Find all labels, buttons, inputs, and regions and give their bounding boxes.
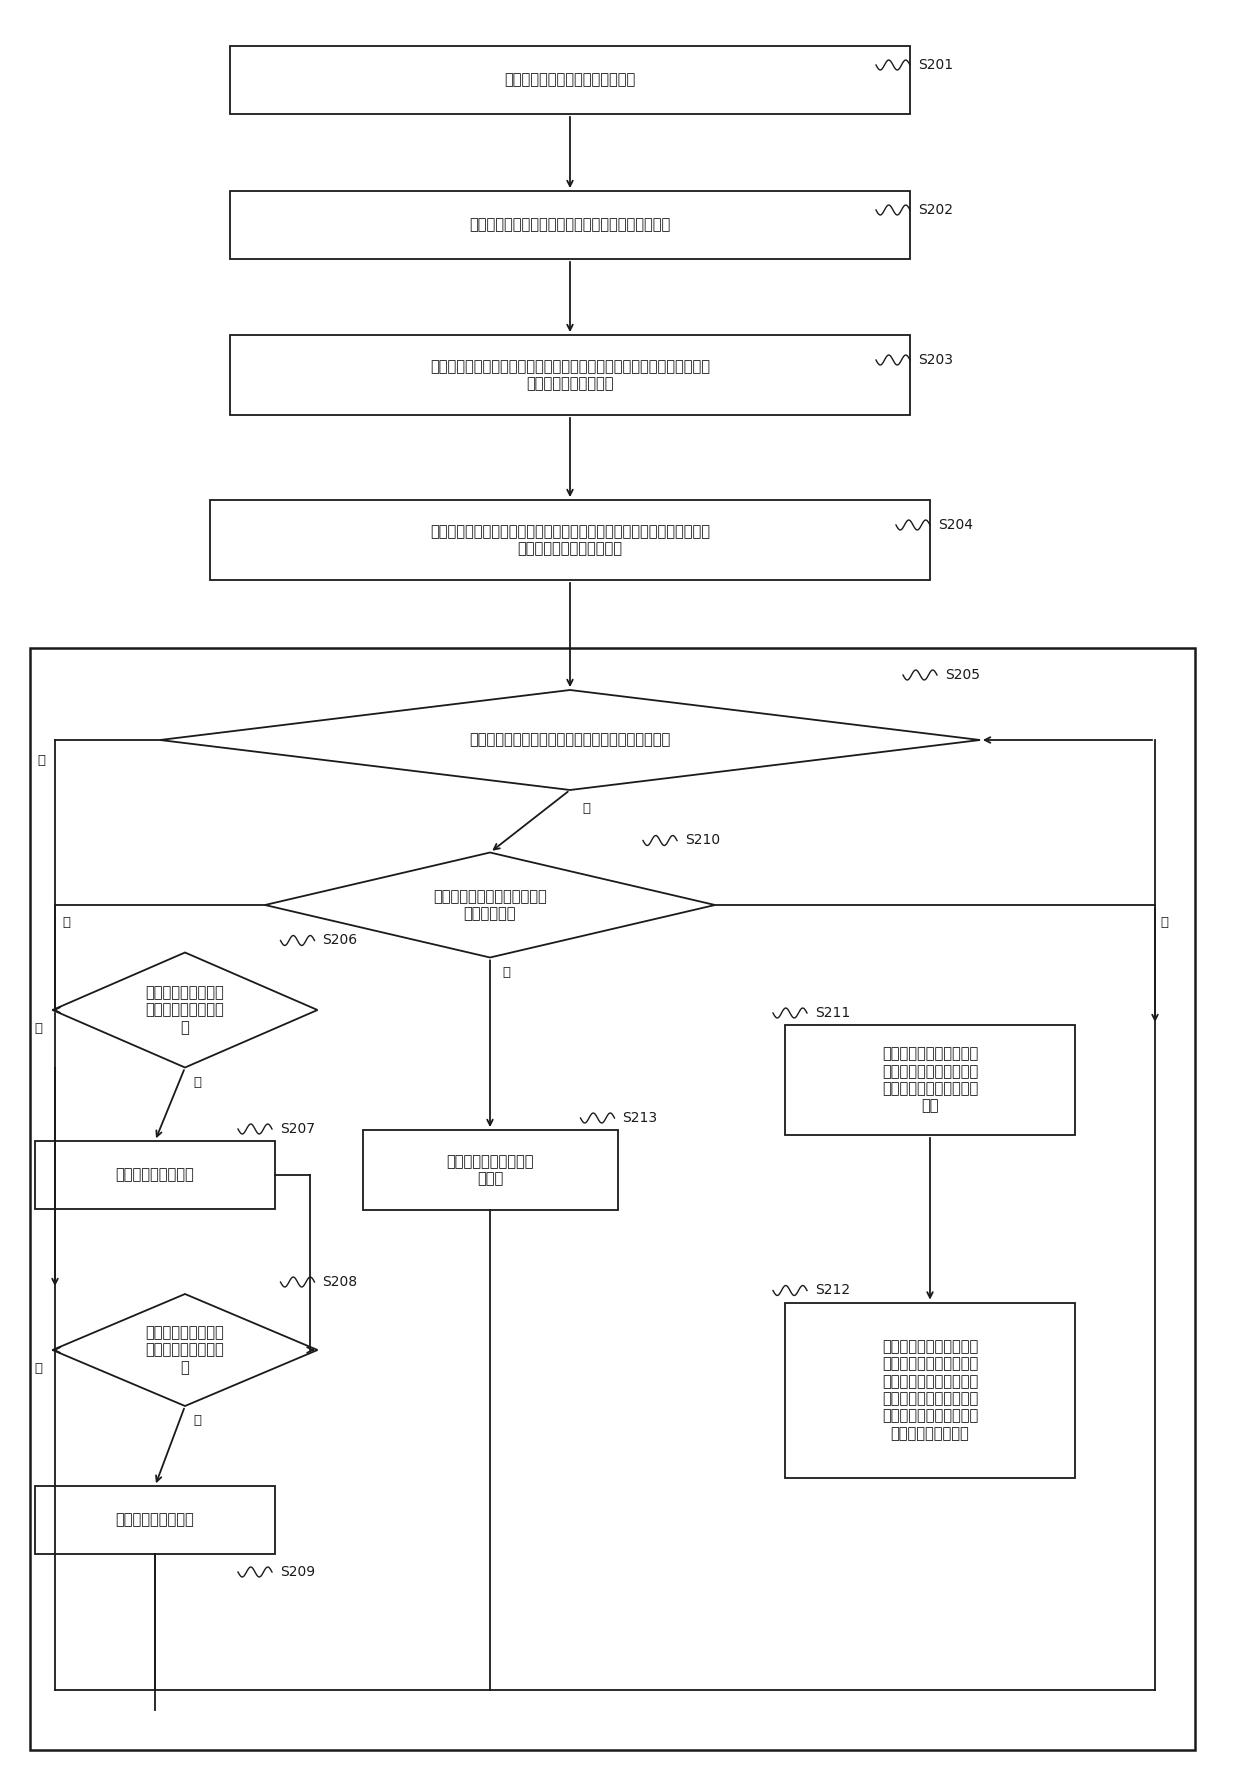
Text: 是: 是 <box>193 1075 201 1089</box>
Text: 否: 否 <box>33 1022 42 1034</box>
Text: S206: S206 <box>322 934 357 948</box>
Polygon shape <box>160 689 980 789</box>
Bar <box>30 648 1195 1750</box>
Text: S212: S212 <box>815 1284 851 1297</box>
Text: 利用所述业务端口流点收发数据速率计算所有业务流点利用率总和以及各
个流点占用配置带宽利用率: 利用所述业务端口流点收发数据速率计算所有业务流点利用率总和以及各 个流点占用配置… <box>430 523 711 555</box>
Polygon shape <box>265 852 715 957</box>
Text: 当所述手动聚合端口总流
点利用率小于第三预设阈
值时，则删减所述手动聚
合端口成员直至所述手动
聚合端口总流点利用率小
于等于第四预设阈值: 当所述手动聚合端口总流 点利用率小于第三预设阈 值时，则删减所述手动聚 合端口成… <box>882 1340 978 1441</box>
Bar <box>35 1141 275 1209</box>
Text: S204: S204 <box>937 518 973 532</box>
Text: 判断所有业务流点利用率总和小于等于第一预设阈值: 判断所有业务流点利用率总和小于等于第一预设阈值 <box>470 732 671 748</box>
Text: 自动减小流点限速值: 自动减小流点限速值 <box>115 1513 195 1527</box>
Text: 是: 是 <box>193 1415 201 1427</box>
Text: S202: S202 <box>918 204 954 218</box>
Text: 否: 否 <box>502 966 510 979</box>
Bar <box>362 1131 618 1209</box>
Text: 否: 否 <box>582 802 590 814</box>
Text: 是: 是 <box>1159 916 1168 929</box>
Polygon shape <box>52 952 317 1068</box>
Text: 是: 是 <box>37 754 45 766</box>
Text: S207: S207 <box>280 1122 315 1136</box>
Text: S203: S203 <box>918 354 954 366</box>
Text: 自动增大流点限速值: 自动增大流点限速值 <box>115 1168 195 1182</box>
Text: 若业务流点所在端口为手
动聚合端口且存在空闲端
口，则增加手动聚合端口
成员: 若业务流点所在端口为手 动聚合端口且存在空闲端 口，则增加手动聚合端口 成员 <box>882 1047 978 1114</box>
Text: S209: S209 <box>280 1565 315 1579</box>
Bar <box>229 46 910 114</box>
Text: S211: S211 <box>815 1006 851 1020</box>
Text: S213: S213 <box>622 1111 657 1125</box>
Bar <box>210 500 930 580</box>
Text: S205: S205 <box>945 668 980 682</box>
Text: 否: 否 <box>33 1361 42 1375</box>
Text: 降低预定优先级业务流
点带宽: 降低预定优先级业务流 点带宽 <box>446 1154 533 1186</box>
Text: 否: 否 <box>62 916 69 929</box>
Bar <box>229 191 910 259</box>
Text: 开启业务流量采集及统计秒级任务: 开启业务流量采集及统计秒级任务 <box>505 73 636 88</box>
Bar <box>229 336 910 414</box>
Text: 在第二时刻将获取到的所述业务流点的收发包个数及字节数进行计算得到
业务流点收发数据速率: 在第二时刻将获取到的所述业务流点的收发包个数及字节数进行计算得到 业务流点收发数… <box>430 359 711 391</box>
Bar <box>35 1486 275 1554</box>
Text: S210: S210 <box>684 834 720 848</box>
Bar <box>785 1302 1075 1477</box>
Text: 判断业务流点所在端口是否为
手动聚合端口: 判断业务流点所在端口是否为 手动聚合端口 <box>433 889 547 922</box>
Text: 在第一时刻开始获取业务流点的收发包个数及字节数: 在第一时刻开始获取业务流点的收发包个数及字节数 <box>470 218 671 232</box>
Bar <box>785 1025 1075 1134</box>
Text: 判断流点带宽占用率
是否大于第二预设阈
值: 判断流点带宽占用率 是否大于第二预设阈 值 <box>145 986 224 1034</box>
Text: S201: S201 <box>918 57 954 71</box>
Text: 判断流点带宽占用率
是否小于第三预设阈
值: 判断流点带宽占用率 是否小于第三预设阈 值 <box>145 1325 224 1375</box>
Polygon shape <box>52 1295 317 1406</box>
Text: S208: S208 <box>322 1275 357 1289</box>
